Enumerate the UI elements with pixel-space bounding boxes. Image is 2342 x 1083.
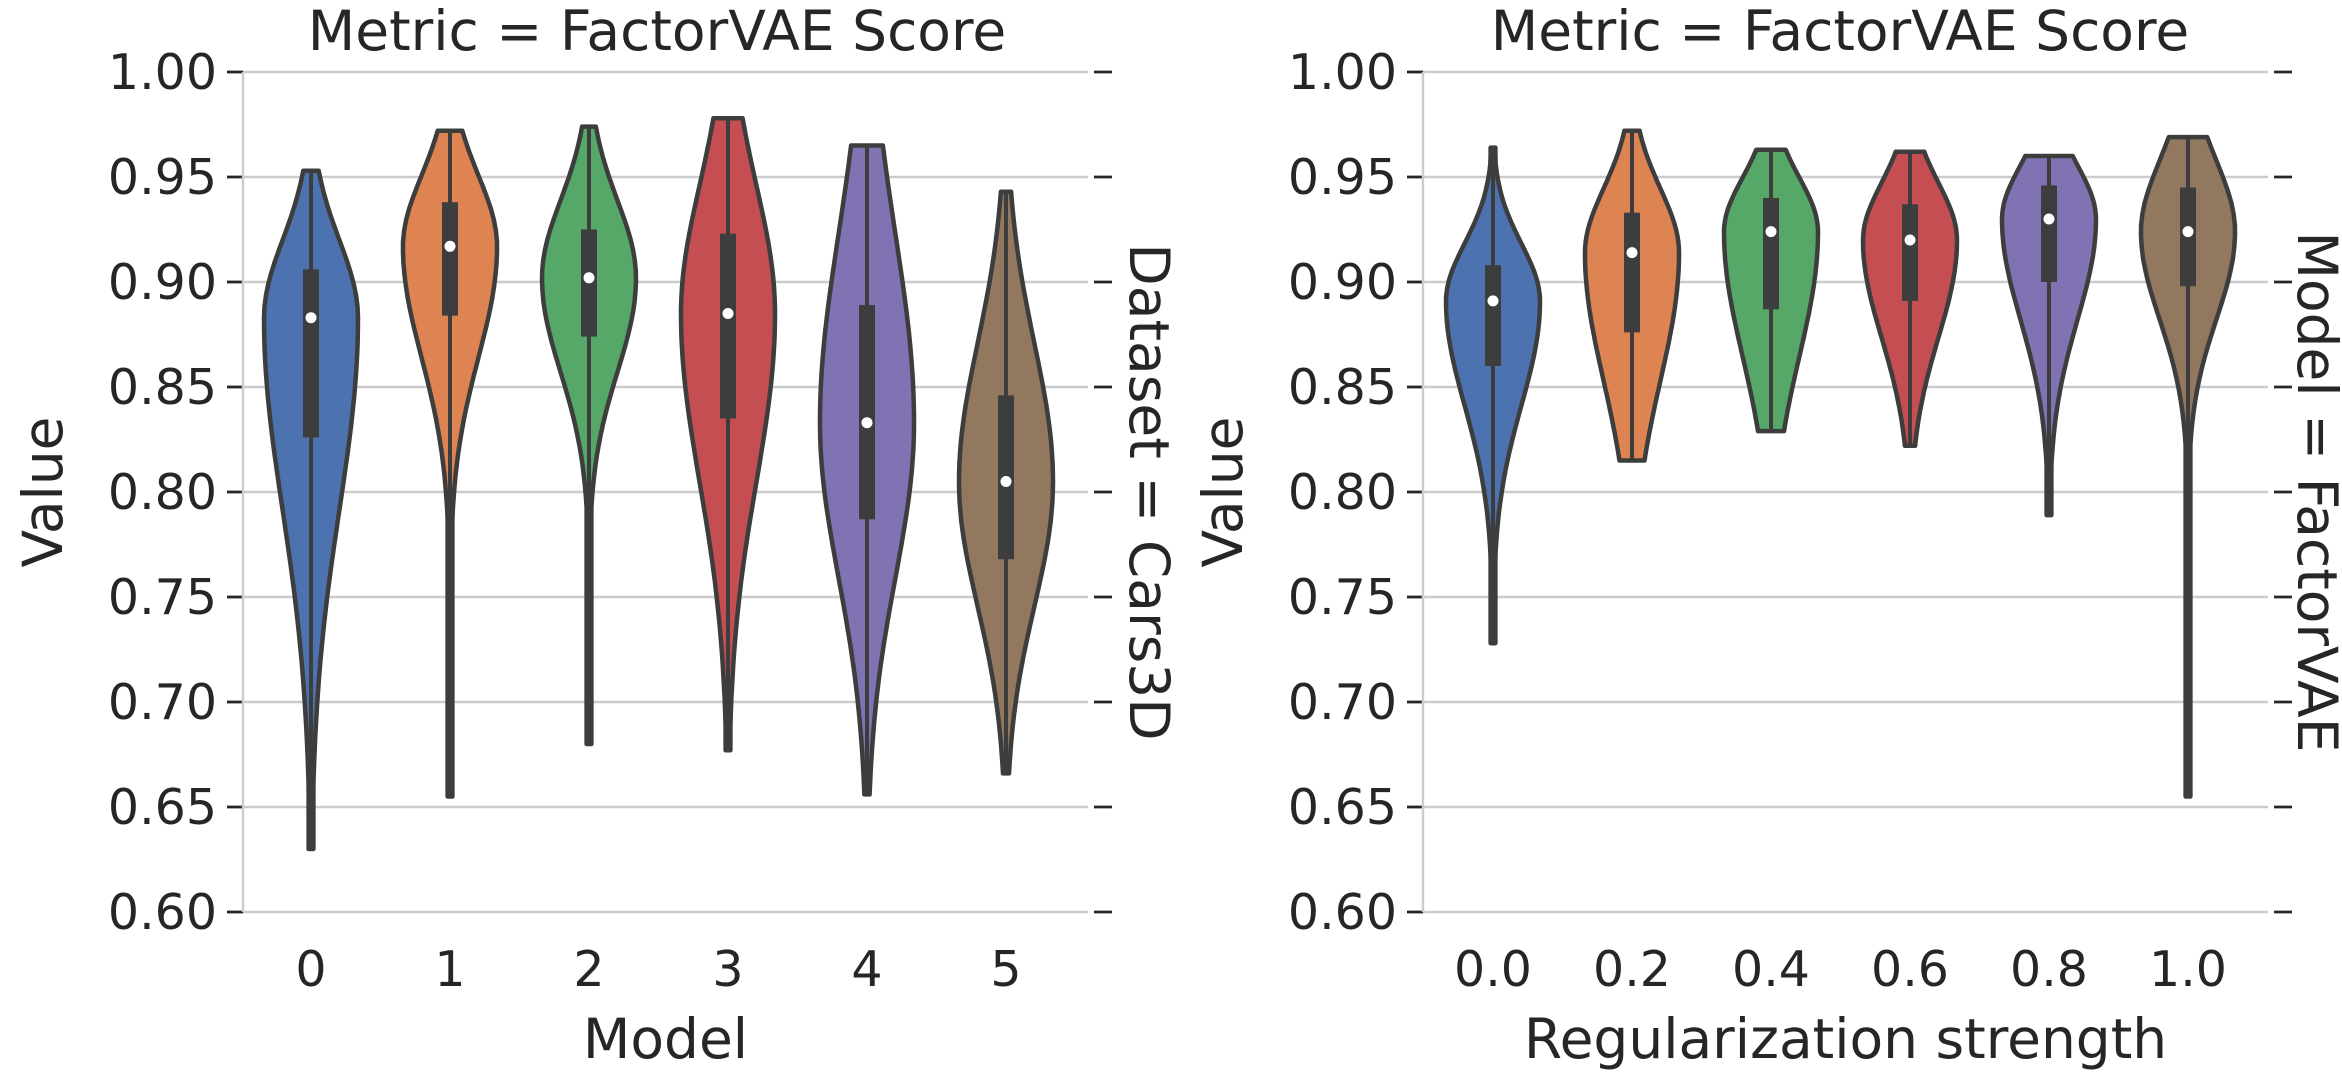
violin-iqr-box [442,202,458,316]
y-tick-label: 0.90 [1288,254,1397,311]
violin-median-point [861,417,873,429]
violin-iqr-box [1485,265,1501,366]
y-axis-label: Value [1191,416,1255,567]
y-tick-label: 0.65 [1288,779,1397,836]
y-tick-label: 0.60 [1288,884,1397,941]
violin-median-point [1626,247,1638,259]
x-tick-label: 1.0 [2149,941,2227,998]
x-tick-label: 0.8 [2010,941,2088,998]
violin-median-point [722,308,734,319]
y-tick-label: 0.80 [108,464,217,521]
violin-iqr-box [2041,185,2057,282]
y-tick-label: 0.85 [108,359,217,416]
violin-iqr-box [1902,204,1918,301]
y-tick-label: 0.70 [108,674,217,731]
y-tick-label: 0.80 [1288,464,1397,521]
violin-iqr-box [1624,212,1640,333]
violin-iqr-box [859,305,875,520]
violin-median-point [305,312,317,324]
x-tick-label: 0 [295,941,326,998]
violin-median-point [1000,476,1012,487]
x-axis-label: Regularization strength [1524,1007,2167,1071]
x-axis-label: Model [583,1007,748,1071]
facet-row-label: Model = FactorVAE [2285,231,2342,752]
violin-median-point [2043,213,2055,225]
y-tick-label: 0.70 [1288,674,1397,731]
y-tick-label: 0.85 [1288,359,1397,416]
x-tick-label: 0.6 [1871,941,1949,998]
x-tick-label: 0.0 [1454,941,1532,998]
x-tick-label: 2 [573,941,604,998]
panel-title: Metric = FactorVAE Score [1491,0,2189,63]
violin-median-point [1765,226,1777,238]
x-tick-label: 4 [851,941,882,998]
facet-row-label: Dataset = Cars3D [1117,243,1181,740]
violin-median-point [1487,295,1499,307]
y-tick-label: 0.90 [108,254,217,311]
x-tick-label: 3 [712,941,743,998]
y-tick-label: 1.00 [1288,44,1397,101]
violin-median-point [1904,234,1916,246]
y-tick-label: 1.00 [108,44,217,101]
chart-panel-2: 0.60 0.65 0.70 0.75 0.80 0.85 0.90 0.95 1.00 0.0 0… [1191,0,2342,1071]
y-tick-label: 0.95 [1288,149,1397,206]
y-tick-label: 0.60 [108,884,217,941]
chart-panel-1: 0.60 0.65 0.70 0.75 0.80 0.85 0.90 0.95 1.00 0 1 2 3… [11,0,1181,1071]
violin-iqr-box [720,233,736,419]
x-tick-label: 0.4 [1732,941,1810,998]
violin-iqr-box [1763,198,1779,310]
panel-title: Metric = FactorVAE Score [308,0,1006,63]
violin-median-point [2182,226,2194,238]
y-tick-label: 0.95 [108,149,217,206]
x-tick-label: 1 [434,941,465,998]
y-tick-label: 0.65 [108,779,217,836]
violin-median-point [583,272,595,284]
violin-median-point [444,240,456,252]
violin-iqr-box [303,269,319,438]
y-axis-label: Value [11,416,75,567]
y-tick-label: 0.75 [108,569,217,626]
y-tick-label: 0.75 [1288,569,1397,626]
x-tick-label: 5 [990,941,1021,998]
x-tick-label: 0.2 [1593,941,1671,998]
